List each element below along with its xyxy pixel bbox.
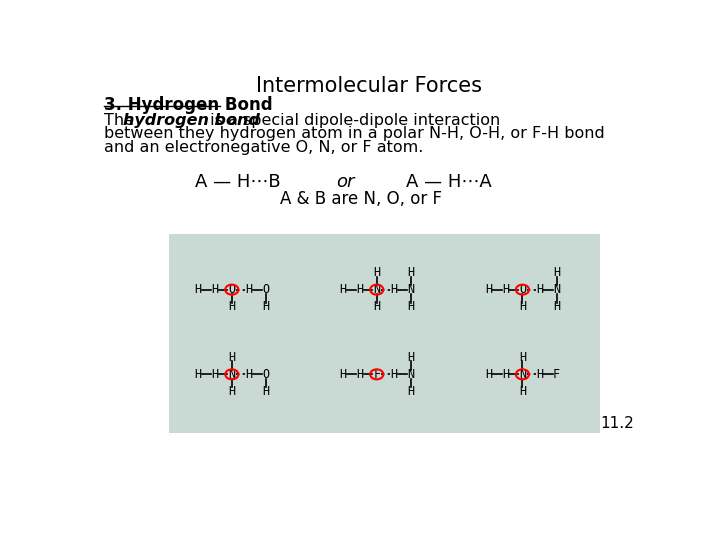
Text: H: H: [246, 368, 253, 381]
Text: H: H: [519, 385, 526, 398]
Text: H: H: [536, 368, 543, 381]
Text: The: The: [104, 112, 139, 127]
Text: A — H⋯A: A — H⋯A: [406, 173, 492, 191]
Text: H: H: [246, 283, 253, 296]
Text: O: O: [262, 283, 269, 296]
Text: H: H: [339, 368, 346, 381]
Text: H: H: [485, 283, 492, 296]
Text: H: H: [262, 385, 269, 398]
Text: H: H: [485, 368, 492, 381]
Text: F: F: [553, 368, 560, 381]
Text: A & B are N, O, or F: A & B are N, O, or F: [280, 190, 442, 207]
Text: H: H: [339, 283, 346, 296]
Text: H: H: [211, 368, 218, 381]
Text: H: H: [408, 300, 415, 313]
Text: N: N: [373, 283, 380, 296]
Text: H: H: [502, 283, 509, 296]
Text: A — H⋯B: A — H⋯B: [194, 173, 280, 191]
Text: or: or: [336, 173, 355, 191]
Text: hydrogen bond: hydrogen bond: [123, 112, 260, 127]
Text: 11.2: 11.2: [600, 416, 634, 430]
Text: H: H: [228, 300, 235, 313]
Text: H: H: [356, 368, 364, 381]
Text: Intermolecular Forces: Intermolecular Forces: [256, 76, 482, 96]
Text: H: H: [373, 266, 380, 279]
Text: H: H: [408, 351, 415, 364]
Text: H: H: [502, 368, 509, 381]
Text: N: N: [553, 283, 560, 296]
Text: H: H: [228, 385, 235, 398]
Text: H: H: [536, 283, 543, 296]
Text: F: F: [373, 368, 380, 381]
Text: and an electronegative O, N, or F atom.: and an electronegative O, N, or F atom.: [104, 140, 423, 156]
Text: H: H: [356, 283, 364, 296]
Text: O: O: [262, 368, 269, 381]
Text: H: H: [519, 300, 526, 313]
Bar: [169, 234, 600, 433]
Text: is a special dipole-dipole interaction: is a special dipole-dipole interaction: [204, 112, 500, 127]
Text: H: H: [262, 300, 269, 313]
Text: H: H: [408, 266, 415, 279]
Text: H: H: [519, 351, 526, 364]
Text: H: H: [390, 368, 397, 381]
Text: N: N: [408, 368, 415, 381]
Text: H: H: [194, 283, 202, 296]
Text: O: O: [228, 283, 235, 296]
Text: 3. Hydrogen Bond: 3. Hydrogen Bond: [104, 96, 273, 113]
Text: between they hydrogen atom in a polar N-H, O-H, or F-H bond: between they hydrogen atom in a polar N-…: [104, 126, 605, 141]
Text: H: H: [211, 283, 218, 296]
Text: H: H: [228, 351, 235, 364]
Text: H: H: [553, 300, 560, 313]
Text: N: N: [519, 368, 526, 381]
Text: H: H: [553, 266, 560, 279]
Text: O: O: [519, 283, 526, 296]
Text: H: H: [373, 300, 380, 313]
Text: H: H: [194, 368, 202, 381]
Text: N: N: [228, 368, 235, 381]
Text: H: H: [408, 385, 415, 398]
Text: H: H: [390, 283, 397, 296]
Text: N: N: [408, 283, 415, 296]
